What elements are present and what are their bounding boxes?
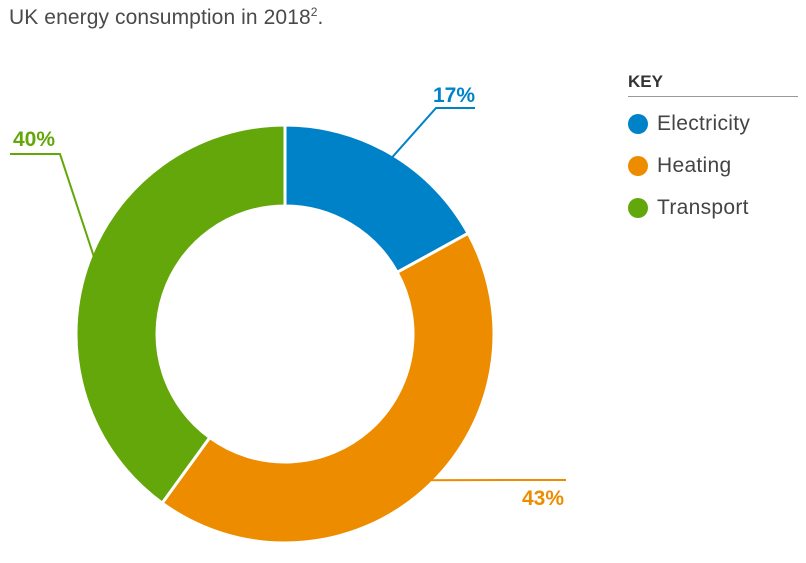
chart-title-suffix: . [317,6,324,29]
legend-item-electricity: Electricity [628,108,798,139]
legend-swatch-icon [628,113,648,134]
legend-label: Electricity [657,111,751,135]
data-label-transport: 40% [13,128,55,151]
leader-line-electricity [383,107,475,167]
legend-item-transport: Transport [628,192,798,223]
chart-title: UK energy consumption in 20182. [9,6,323,30]
chart-title-text: UK energy consumption in 2018 [9,6,311,29]
slice-transport [74,123,287,506]
legend-swatch-icon [628,197,648,218]
legend-swatch-icon [628,155,648,176]
legend-title: KEY [628,72,798,97]
footnote-marker: 2 [310,5,318,19]
data-label-heating: 43% [522,487,564,510]
slice-heating [160,231,496,545]
data-label-electricity: 17% [433,84,475,107]
legend-label: Heating [657,153,732,177]
legend: KEY Electricity Heating Transport [628,72,798,223]
legend-label: Transport [657,195,749,219]
legend-item-heating: Heating [628,150,798,181]
leader-line-transport [10,153,101,275]
